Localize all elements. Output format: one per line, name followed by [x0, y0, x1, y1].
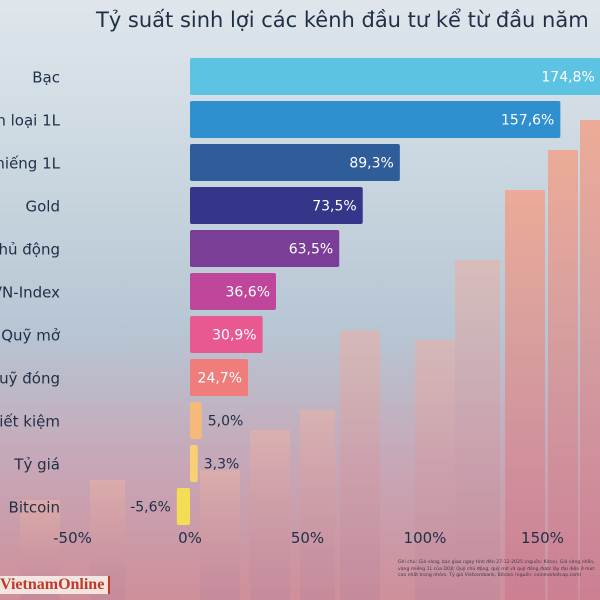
value-label-3: 73,5%	[312, 199, 356, 215]
category-label-2: Vàng miếng 1L	[0, 155, 61, 173]
value-label-7: 24,7%	[198, 371, 242, 387]
bar-0	[190, 58, 600, 95]
x-tick-label-0: -50%	[53, 529, 92, 547]
bar-1	[190, 101, 561, 138]
chart-title: Tỷ suất sinh lợi các kênh đầu tư kể từ đ…	[96, 8, 589, 32]
footer-note: Ghi chú: Giá vàng, bạc giao ngay tính đế…	[398, 560, 595, 578]
category-label-6: Quỹ mở	[1, 327, 61, 345]
bar-7	[190, 359, 249, 396]
category-label-7: Quỹ đóng	[0, 370, 60, 388]
category-label-9: Tỷ giá	[13, 456, 60, 474]
value-label-9: 3,3%	[204, 457, 240, 473]
x-tick-label-1: 0%	[178, 529, 202, 547]
value-label-2: 89,3%	[349, 156, 393, 172]
x-tick-label-3: 100%	[404, 529, 447, 547]
category-label-4: Quỹ chủ động	[0, 241, 60, 259]
bar-3	[190, 187, 363, 224]
value-label-8: 5,0%	[208, 414, 244, 430]
x-tick-label-2: 50%	[291, 529, 324, 547]
bar-9	[190, 445, 198, 482]
bar-4	[190, 230, 340, 267]
publisher-logo: VietnamOnline	[0, 576, 111, 594]
category-label-8: Tiết kiệm	[0, 413, 60, 431]
bar-10	[176, 488, 190, 525]
category-label-10: Bitcoin	[9, 499, 60, 517]
category-label-5: VN-Index	[0, 284, 60, 302]
category-label-3: Gold	[26, 198, 61, 216]
bar-6	[190, 316, 263, 353]
value-label-4: 63,5%	[289, 242, 333, 258]
value-label-6: 30,9%	[212, 328, 256, 344]
category-label-0: Bạc	[32, 69, 60, 87]
bar-2	[190, 144, 400, 181]
bar-8	[190, 402, 202, 439]
bar-5	[190, 273, 277, 310]
value-label-5: 36,6%	[226, 285, 270, 301]
value-label-0: 174,8%	[541, 70, 594, 86]
x-tick-label-4: 150%	[521, 529, 564, 547]
value-label-10: -5,6%	[130, 500, 171, 516]
category-label-1: Vàng nhẫn loại 1L	[0, 112, 61, 130]
value-label-1: 157,6%	[501, 113, 554, 129]
